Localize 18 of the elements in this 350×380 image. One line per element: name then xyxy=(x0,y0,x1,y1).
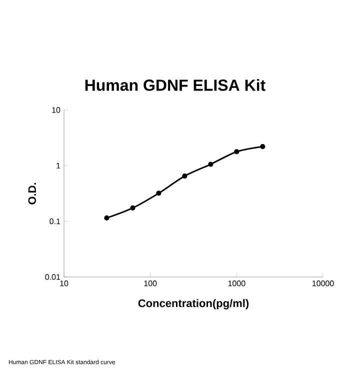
y-tick-label: 1 xyxy=(56,162,60,168)
y-tick-label: 0.1 xyxy=(50,218,60,224)
y-tick-label: 0.01 xyxy=(45,274,60,280)
y-axis-title: O.D. xyxy=(28,182,36,204)
x-axis-title: Concentration(pg/ml) xyxy=(138,299,249,310)
x-tick-label: 100 xyxy=(144,280,157,286)
y-tick-label: 10 xyxy=(52,107,60,113)
x-tick-label: 10 xyxy=(60,280,68,286)
point xyxy=(208,162,214,167)
point xyxy=(182,174,188,179)
x-tick-label: 10000 xyxy=(312,280,334,286)
point xyxy=(104,215,110,221)
point xyxy=(260,144,266,150)
chart-title: Human GDNF ELISA Kit xyxy=(85,79,266,91)
x-tick-label: 1000 xyxy=(228,280,246,286)
point xyxy=(130,205,136,210)
point xyxy=(156,190,162,196)
point xyxy=(234,149,240,154)
